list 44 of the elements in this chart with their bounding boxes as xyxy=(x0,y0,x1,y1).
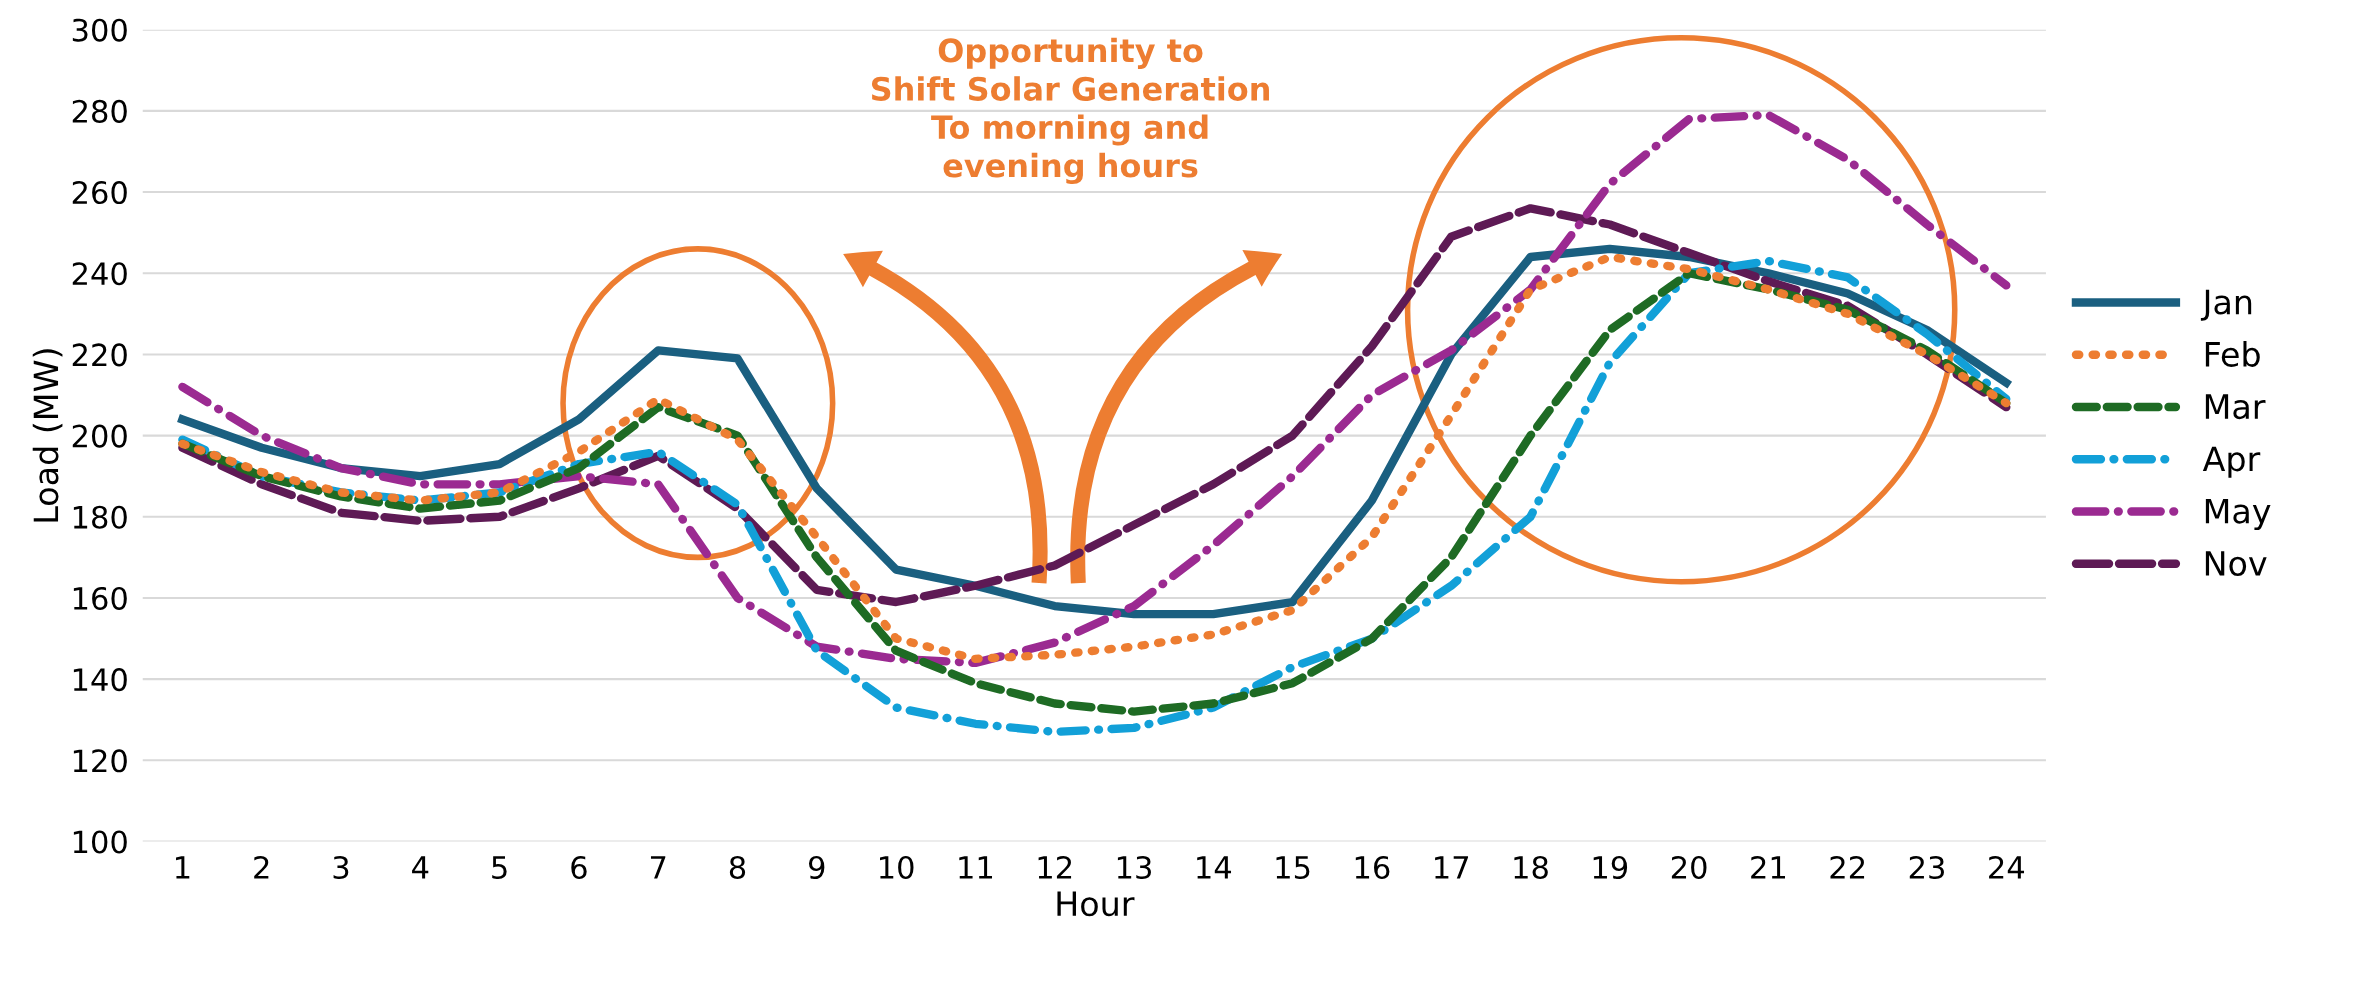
y-tick-label: 140 xyxy=(73,668,127,692)
x-tick-label: 16 xyxy=(1355,855,1390,880)
x-tick-label: 12 xyxy=(1038,855,1072,879)
y-tick-label: 160 xyxy=(73,586,127,610)
y-tick-label: 240 xyxy=(72,262,127,286)
x-tick-label: 11 xyxy=(959,856,993,879)
x-tick-label: 13 xyxy=(1117,855,1151,880)
x-tick-label: 5 xyxy=(492,856,507,880)
legend-label: Mar xyxy=(2205,394,2266,420)
annotation: Opportunity to Shift Solar Generation To morning and evening hours xyxy=(871,37,1269,185)
y-tick-label: 120 xyxy=(73,749,127,773)
x-tick-label: 9 xyxy=(808,855,825,880)
y-tick-label: 220 xyxy=(72,343,127,367)
legend-label: Nov xyxy=(2205,551,2267,576)
x-tick-label: 18 xyxy=(1514,855,1548,880)
x-tick-label: 24 xyxy=(1989,855,2025,879)
x-tick-label: 22 xyxy=(1830,855,1865,879)
legend-label: May xyxy=(2205,498,2271,531)
x-tick-label: 17 xyxy=(1435,856,1469,879)
y-tick-label: 260 xyxy=(72,180,127,205)
x-tick-label: 2 xyxy=(254,855,269,879)
x-tick-label: 3 xyxy=(333,855,349,880)
y-tick-label: 180 xyxy=(73,505,127,529)
x-tick-label: 15 xyxy=(1276,856,1310,880)
x-tick-label: 4 xyxy=(412,856,429,879)
y-tick-label: 200 xyxy=(72,424,127,448)
legend-label: Feb xyxy=(2205,341,2260,367)
x-axis-title: Hour xyxy=(1057,891,1135,917)
y-axis-title: Load (MW) xyxy=(32,349,63,522)
x-tick-label: 21 xyxy=(1751,855,1786,879)
x-tick-label: 20 xyxy=(1671,855,1707,880)
x-tick-label: 19 xyxy=(1593,855,1628,880)
y-tick-label: 100 xyxy=(73,830,127,854)
legend-label: Jan xyxy=(2200,289,2252,321)
y-tick-label: 280 xyxy=(72,99,127,123)
legend-label: Apr xyxy=(2202,446,2261,478)
y-tick-label: 300 xyxy=(72,18,127,42)
x-tick-label: 23 xyxy=(1909,855,1944,880)
x-tick-label: 1 xyxy=(176,856,190,879)
x-tick-label: 14 xyxy=(1197,856,1232,879)
x-tick-label: 10 xyxy=(880,855,914,880)
x-tick-label: 7 xyxy=(650,856,666,879)
x-tick-label: 8 xyxy=(729,855,746,880)
x-tick-label: 6 xyxy=(571,855,587,880)
